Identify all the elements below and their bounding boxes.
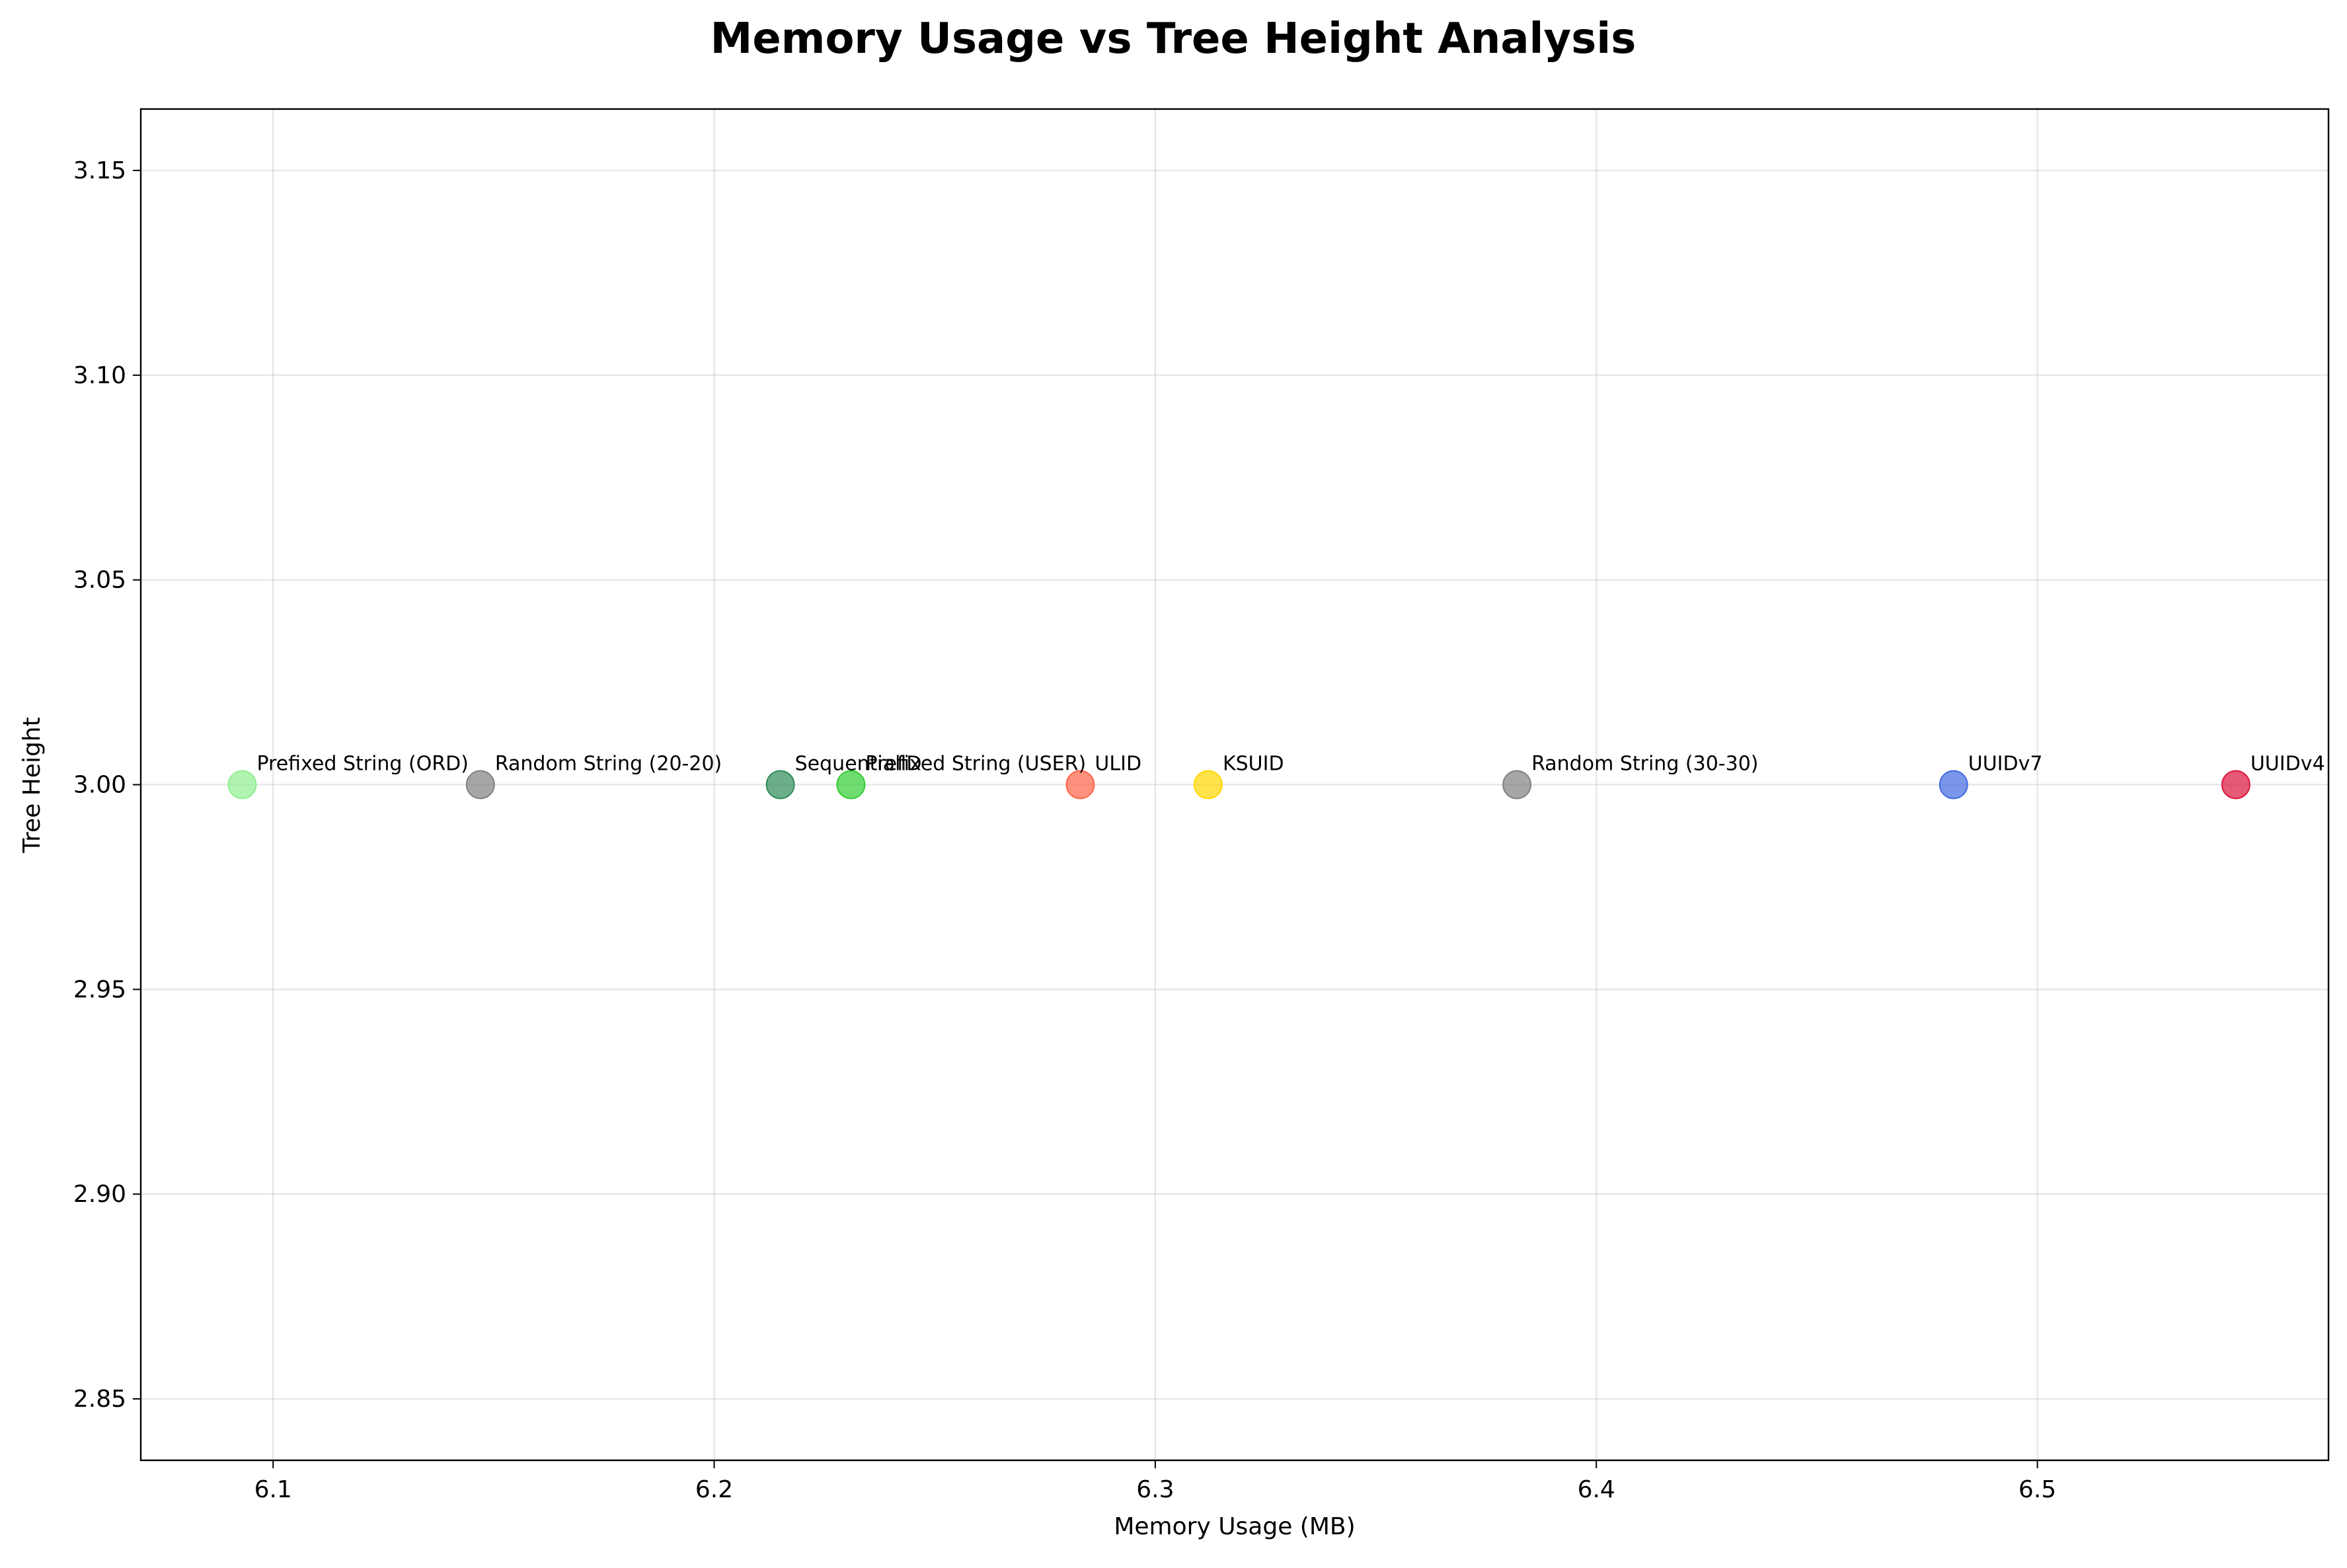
data-point — [1193, 770, 1223, 800]
x-tick-label: 6.3 — [1136, 1476, 1174, 1503]
data-point-label: ULID — [1095, 753, 1141, 776]
y-axis-ticks: 2.85 2.90 2.95 3.00 3.05 3.10 3.15 — [73, 157, 141, 1413]
y-tick-label: 3.05 — [73, 567, 126, 594]
data-point-label: UUIDv7 — [1968, 753, 2043, 776]
data-points — [227, 770, 2251, 800]
y-tick-label: 2.90 — [73, 1181, 126, 1208]
y-tick-label: 3.00 — [73, 772, 126, 799]
data-point — [2221, 770, 2251, 800]
chart-title: Memory Usage vs Tree Height Analysis — [711, 15, 1636, 63]
data-point — [1502, 770, 1532, 800]
x-tick-label: 6.4 — [1578, 1476, 1615, 1503]
x-tick-label: 6.5 — [2019, 1476, 2056, 1503]
data-point — [1939, 770, 1968, 800]
data-point-label: Prefixed String (USER) — [865, 753, 1086, 776]
data-point-label: Random String (20-20) — [495, 753, 722, 776]
x-axis-ticks: 6.1 6.2 6.3 6.4 6.5 — [254, 1460, 2056, 1503]
data-point-label: KSUID — [1223, 753, 1284, 776]
x-tick-label: 6.1 — [254, 1476, 292, 1503]
y-axis-label: Tree Height — [19, 717, 46, 853]
y-tick-label: 2.85 — [73, 1386, 126, 1413]
data-point-label: SequentialID — [795, 753, 922, 776]
x-axis-label: Memory Usage (MB) — [1114, 1513, 1355, 1540]
data-point — [465, 770, 495, 800]
data-point-label: Random String (30-30) — [1531, 753, 1758, 776]
data-point-label: Prefixed String (ORD) — [256, 753, 469, 776]
data-point-label: UUIDv4 — [2251, 753, 2325, 776]
x-tick-label: 6.2 — [695, 1476, 733, 1503]
data-point — [765, 770, 795, 800]
y-tick-label: 2.95 — [73, 976, 126, 1003]
y-tick-label: 3.10 — [73, 362, 126, 389]
y-tick-label: 3.15 — [73, 157, 126, 184]
data-point-labels: Prefixed String (ORD) Random String (20-2… — [256, 753, 2325, 776]
data-point — [1065, 770, 1095, 800]
grid-lines — [141, 109, 2328, 1460]
data-point — [227, 770, 257, 800]
data-point — [836, 770, 866, 800]
